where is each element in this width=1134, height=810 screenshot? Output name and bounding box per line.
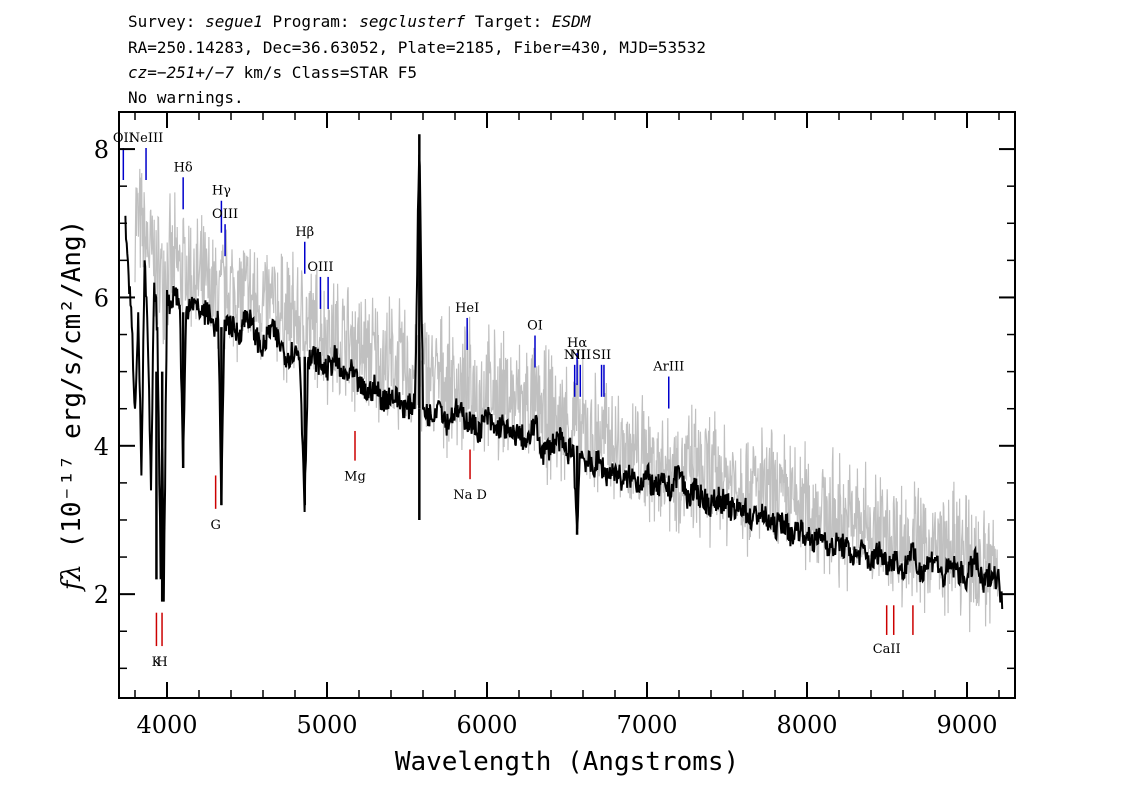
emission-line-label: OIII <box>212 207 238 222</box>
emission-line-label: NeIII <box>129 131 163 146</box>
x-tick-label: 7000 <box>616 711 677 739</box>
absorption-line-label: Mg <box>344 470 366 485</box>
emission-line-label: SII <box>592 348 611 363</box>
absorption-line-label: G <box>210 518 220 533</box>
emission-line-label: OI <box>527 319 543 334</box>
emission-line-label: HeI <box>455 301 479 316</box>
absorption-line-label: CaII <box>873 642 901 657</box>
y-tick-label: 6 <box>94 284 109 312</box>
emission-line-label: Hα <box>567 336 587 351</box>
axes-layer: 4000 5000 6000 7000 8000 9000 2 4 6 8 <box>94 111 1015 739</box>
flux-layer <box>124 134 1004 610</box>
program-value: segclusterf <box>359 12 466 31</box>
x-tick-label: 6000 <box>456 711 517 739</box>
flux-series-line <box>124 154 1004 610</box>
emission-line-label: Hγ <box>212 184 231 199</box>
emission-line-label: OIII <box>307 260 333 275</box>
absorption-line-label: K <box>152 655 162 670</box>
error-band-layer <box>134 168 1000 633</box>
y-tick-label: 8 <box>94 136 109 164</box>
x-tick-label: 9000 <box>936 711 997 739</box>
emission-line-label: Hβ <box>295 225 314 240</box>
absorption-line-label: Na D <box>453 488 487 503</box>
emission-line-label: NII <box>564 348 586 363</box>
survey-value: segue1 <box>205 12 263 31</box>
y-axis-title: fλ (10⁻¹⁷ erg/s/cm²/Ang) <box>57 220 87 592</box>
emission-line-label: ArIII <box>652 360 684 375</box>
absorption-line-label: H <box>156 655 167 670</box>
target-value: ESDM <box>551 12 591 31</box>
header-line-2: RA=250.14283, Dec=36.63052, Plate=2185, … <box>128 38 706 57</box>
plot-frame <box>118 111 1016 699</box>
x-tick-label: 4000 <box>136 711 197 739</box>
header-line-1: Survey: segue1 Program: segclusterf Targ… <box>128 12 591 31</box>
x-axis-title: Wavelength (Angstroms) <box>395 747 739 777</box>
emission-line-label: Hδ <box>174 160 193 175</box>
redshift-value: cz=−251+/−7 <box>128 63 234 82</box>
header-line-4: No warnings. <box>128 88 244 107</box>
emission-line-label: NII <box>569 348 591 363</box>
x-tick-label: 5000 <box>296 711 357 739</box>
header-line-3: cz=−251+/−7 km/s Class=STAR F5 <box>128 63 417 82</box>
y-tick-label: 2 <box>94 581 109 609</box>
x-tick-label: 8000 <box>776 711 837 739</box>
error-series-line <box>134 168 1000 633</box>
y-tick-label: 4 <box>94 433 109 461</box>
